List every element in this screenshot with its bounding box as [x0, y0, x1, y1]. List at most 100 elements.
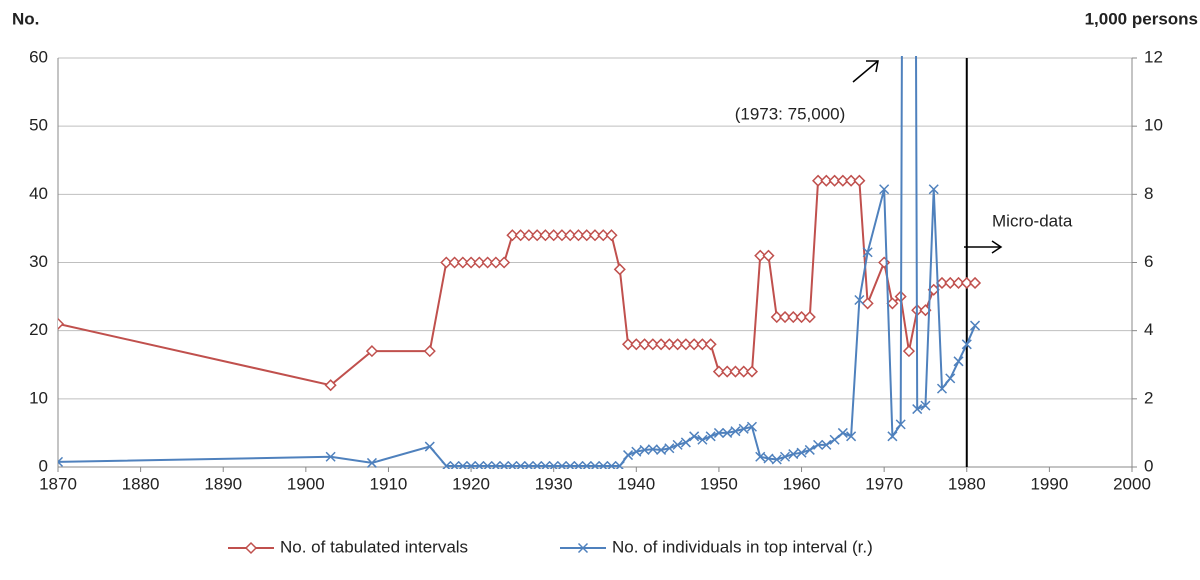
point: [481, 256, 494, 269]
point: [713, 427, 724, 438]
point: [498, 256, 511, 269]
point: [572, 229, 585, 242]
point: [506, 229, 519, 242]
point: [638, 338, 651, 351]
point: [679, 338, 692, 351]
legend-label: No. of tabulated intervals: [280, 537, 468, 556]
point: [746, 421, 757, 432]
point: [482, 460, 493, 469]
point: [778, 310, 792, 324]
point: [365, 345, 378, 358]
point: [424, 441, 435, 452]
point: [935, 276, 949, 290]
x-tick-label: 1890: [204, 474, 242, 493]
point: [762, 249, 775, 262]
point: [804, 444, 815, 455]
x-tick-label: 1870: [39, 474, 77, 493]
point: [886, 297, 899, 310]
point: [961, 339, 972, 350]
point: [672, 439, 683, 450]
point: [845, 174, 858, 187]
point: [696, 338, 709, 351]
x-tick-label: 1930: [535, 474, 573, 493]
point: [944, 276, 957, 290]
x-tick-label: 2000: [1113, 474, 1151, 493]
point: [523, 460, 534, 469]
point: [968, 276, 982, 290]
point: [712, 365, 725, 378]
point: [861, 297, 874, 310]
point: [738, 423, 749, 434]
point: [514, 229, 527, 242]
point: [580, 229, 593, 242]
point: [770, 310, 783, 324]
y2-tick-label: 10: [1144, 116, 1163, 135]
point: [613, 263, 626, 276]
point: [507, 460, 518, 469]
y2-axis-label: 1,000 persons: [1085, 9, 1198, 28]
point: [829, 434, 840, 445]
point: [581, 460, 592, 469]
point: [912, 404, 923, 415]
point: [598, 460, 609, 469]
y2-tick-label: 0: [1144, 456, 1153, 475]
x-tick-label: 1990: [1030, 474, 1068, 493]
point: [655, 338, 668, 351]
y-tick-label: 50: [29, 116, 48, 135]
point: [465, 256, 478, 269]
y2-tick-label: 2: [1144, 388, 1153, 407]
point: [466, 460, 477, 469]
point: [952, 276, 965, 290]
point: [812, 174, 825, 187]
point: [515, 460, 526, 469]
point: [960, 276, 973, 290]
series-line: [58, 56, 976, 467]
point: [474, 460, 485, 469]
point: [722, 427, 733, 438]
x-tick-label: 1910: [370, 474, 408, 493]
point: [639, 444, 650, 455]
point: [556, 460, 567, 469]
point: [821, 439, 832, 450]
point: [623, 450, 634, 461]
point: [589, 460, 601, 469]
point: [820, 174, 833, 187]
point: [689, 431, 700, 442]
point: [449, 460, 460, 469]
point: [928, 184, 939, 195]
x-tick-label: 1950: [700, 474, 738, 493]
point: [631, 446, 642, 457]
point: [647, 444, 658, 455]
point: [697, 434, 708, 445]
point: [846, 431, 857, 442]
point: [680, 437, 691, 448]
point: [671, 338, 684, 351]
y2-tick-label: 6: [1144, 252, 1153, 271]
x-tick-label: 1900: [287, 474, 325, 493]
y2-tick-label: 12: [1144, 47, 1163, 66]
point: [895, 419, 906, 430]
x-tick-label: 1920: [452, 474, 490, 493]
point: [788, 449, 799, 460]
y-tick-label: 10: [29, 388, 48, 407]
point: [489, 256, 502, 269]
y2-tick-label: 8: [1144, 184, 1153, 203]
legend-label: No. of individuals in top interval (r.): [612, 537, 873, 556]
annotation-arrowhead: [991, 240, 1003, 254]
annotation-arrow: [852, 60, 879, 83]
point: [729, 365, 742, 378]
point: [737, 365, 750, 378]
point: [606, 460, 617, 469]
point: [853, 174, 866, 187]
y-tick-label: 30: [29, 252, 48, 271]
point: [936, 383, 948, 394]
point: [540, 460, 551, 469]
point: [630, 338, 643, 351]
point: [448, 256, 461, 269]
legend-marker: [577, 542, 589, 554]
point: [621, 338, 635, 351]
y-tick-label: 20: [29, 320, 48, 339]
point: [688, 338, 701, 351]
series-line: [58, 179, 976, 387]
